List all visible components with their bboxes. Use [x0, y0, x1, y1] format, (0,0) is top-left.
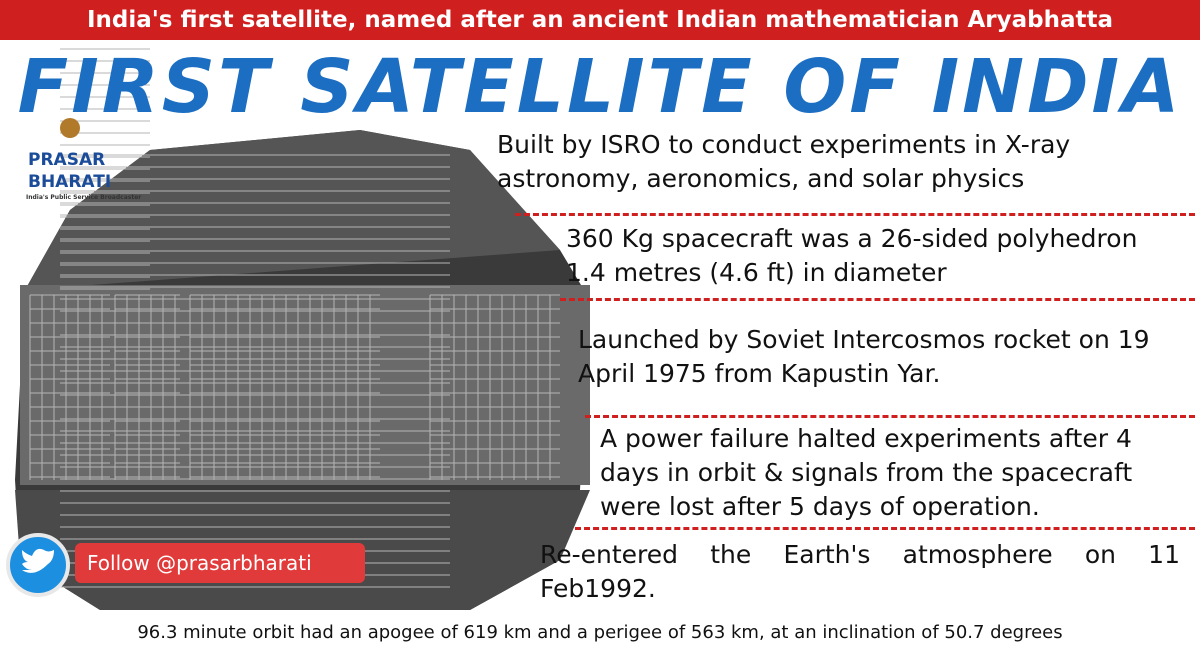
- fact-line: April 1975 from Kapustin Yar.: [578, 359, 941, 388]
- title: FIRST SATELLITE OF INDIA: [17, 44, 1183, 130]
- separator: [585, 415, 1195, 418]
- fact-line: Launched by Soviet Intercosmos rocket on…: [578, 325, 1150, 354]
- logo-line: PRASAR: [28, 150, 106, 170]
- logo-tagline: India's Public Service Broadcaster: [26, 194, 142, 201]
- logo-line: BHARATI: [28, 172, 112, 192]
- follow-button[interactable]: Follow @prasarbharati: [75, 543, 365, 583]
- footer: 96.3 minute orbit had an apogee of 619 k…: [137, 622, 1063, 643]
- fact-line: astronomy, aeronomics, and solar physics: [497, 164, 1025, 193]
- banner: India's first satellite, named after an …: [0, 0, 1200, 40]
- satellite-image: [6, 24, 590, 610]
- fact-line: were lost after 5 days of operation.: [600, 492, 1040, 521]
- separator: [575, 527, 1195, 530]
- twitter-bird: [22, 548, 54, 573]
- solar-panels: [29, 24, 560, 588]
- fact-line: 360 Kg spacecraft was a 26-sided polyhed…: [566, 224, 1138, 253]
- emblem: [60, 118, 80, 138]
- fact-line: 1.4 metres (4.6 ft) in diameter: [566, 258, 947, 287]
- fact-line: days in orbit & signals from the spacecr…: [600, 458, 1133, 487]
- satellite-top: [25, 130, 560, 290]
- fact-line: Feb1992.: [540, 574, 656, 603]
- fact-line: Re-entered the Earth's atmosphere on 11: [540, 540, 1180, 569]
- separator: [560, 298, 1195, 301]
- fact-line: Built by ISRO to conduct experiments in …: [497, 130, 1071, 159]
- fact-line: A power failure halted experiments after…: [600, 424, 1132, 453]
- separator: [515, 213, 1195, 216]
